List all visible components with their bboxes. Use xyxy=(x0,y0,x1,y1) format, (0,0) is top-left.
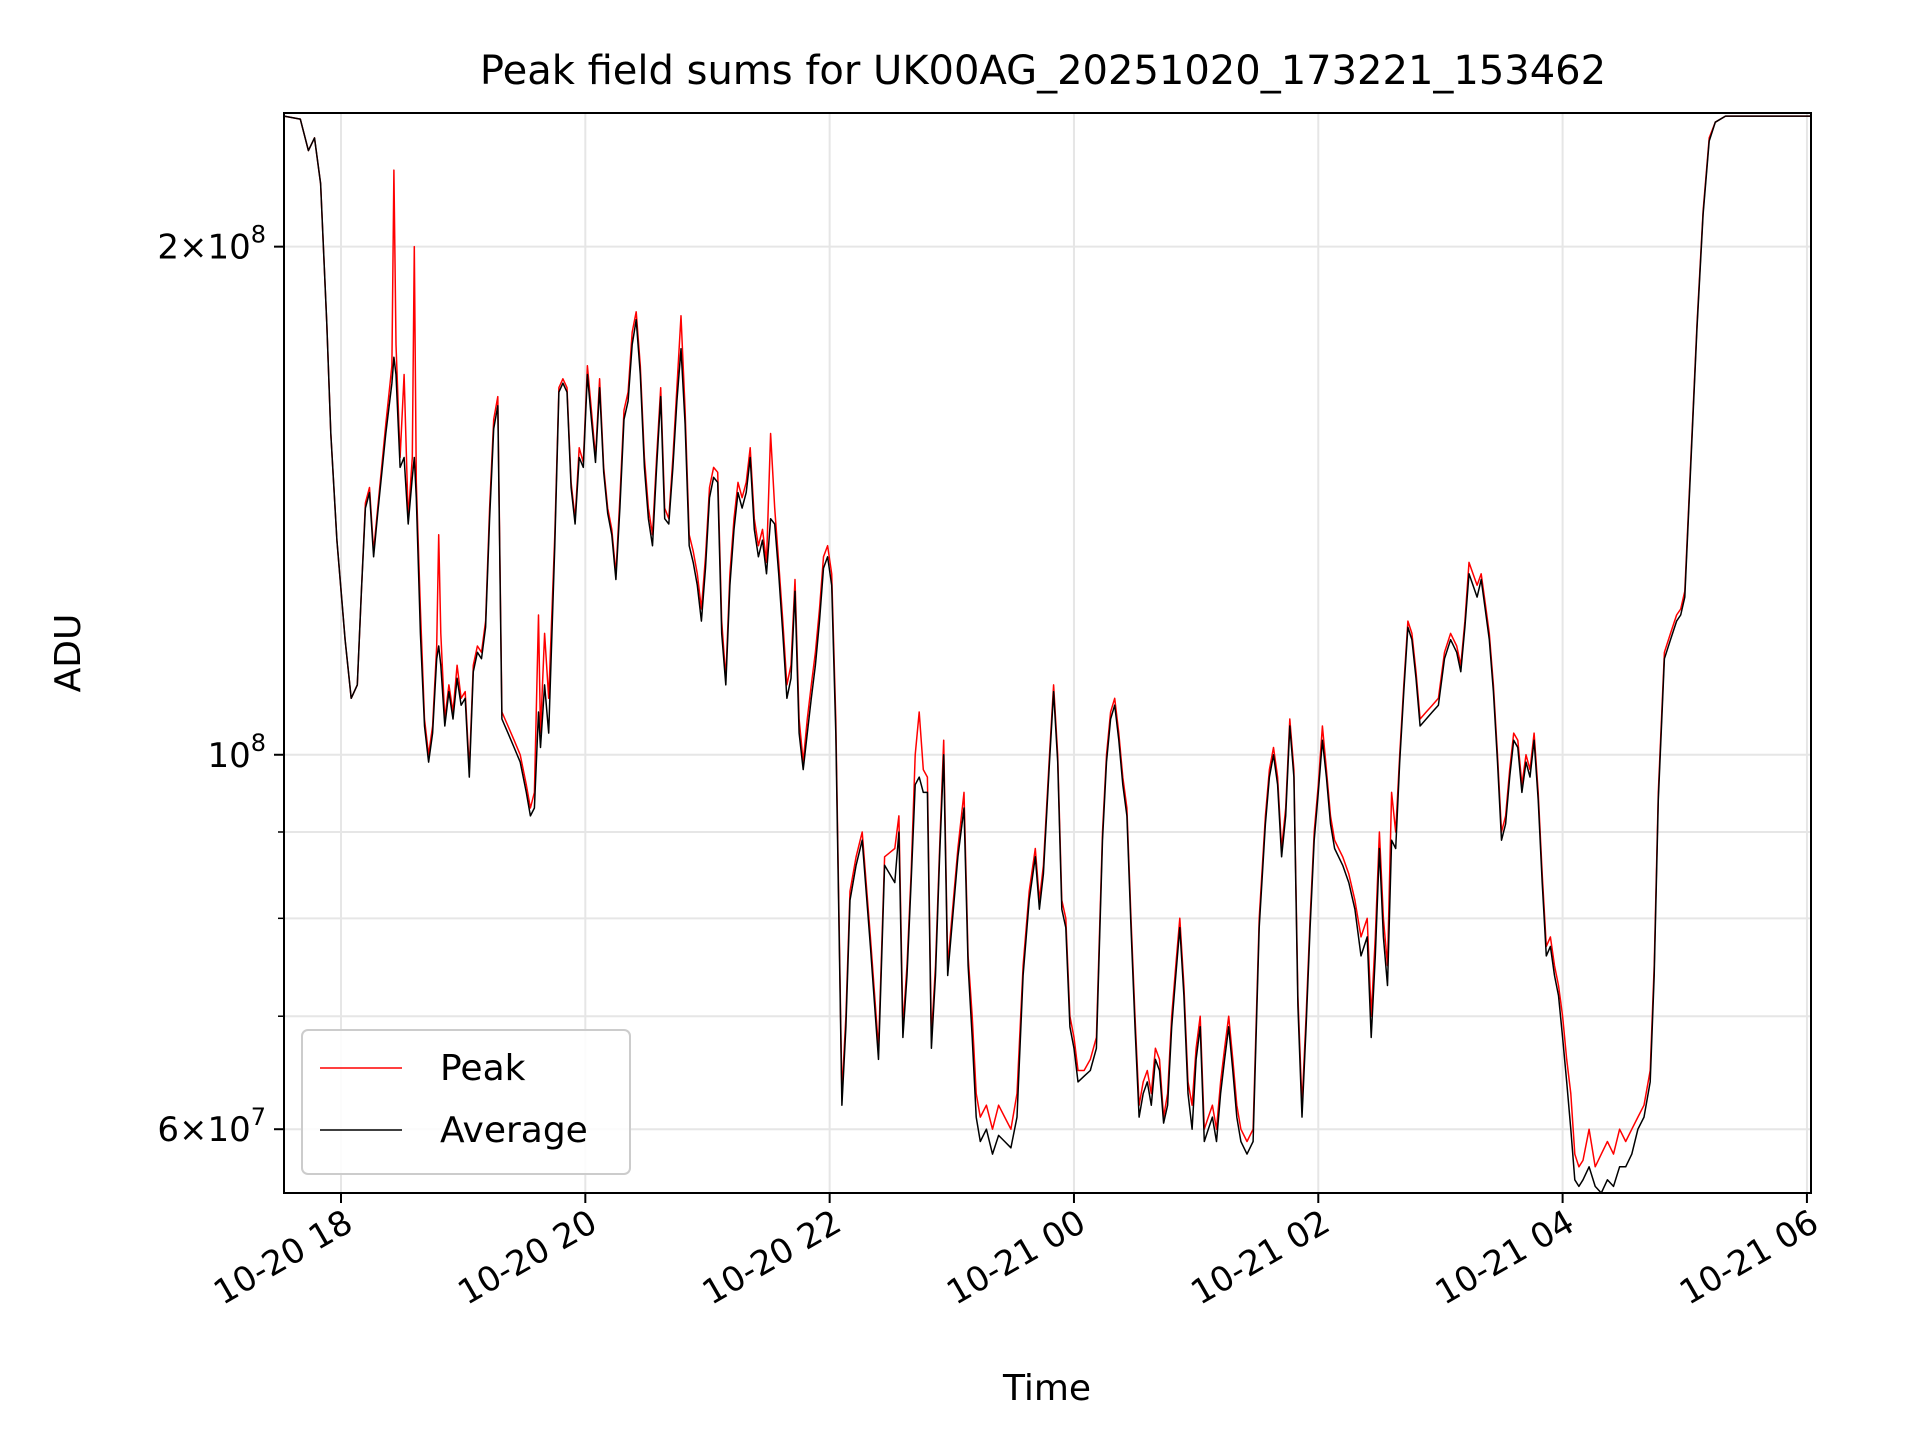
x-axis-label: Time xyxy=(1002,1368,1091,1409)
legend-box xyxy=(301,1029,631,1175)
plot-area-frame xyxy=(283,112,1812,1194)
y-tick-label: 2×108 xyxy=(157,221,266,268)
series-line-average xyxy=(284,115,1811,1193)
y-axis: 6×107 108 2×108 xyxy=(157,221,284,1150)
legend: Peak Average xyxy=(301,1029,631,1175)
series-lines xyxy=(284,115,1811,1193)
legend-label-average: Average xyxy=(440,1110,588,1151)
series-line-peak xyxy=(284,115,1811,1168)
y-tick-label: 108 xyxy=(207,729,266,776)
plot-clip-group xyxy=(284,115,1811,1193)
gridlines xyxy=(284,113,1811,1193)
legend-label-peak: Peak xyxy=(440,1048,526,1089)
chart-title: Peak field sums for UK00AG_20251020_1732… xyxy=(480,48,1606,94)
y-tick-label: 6×107 xyxy=(157,1103,266,1150)
y-axis-label: ADU xyxy=(48,614,89,693)
